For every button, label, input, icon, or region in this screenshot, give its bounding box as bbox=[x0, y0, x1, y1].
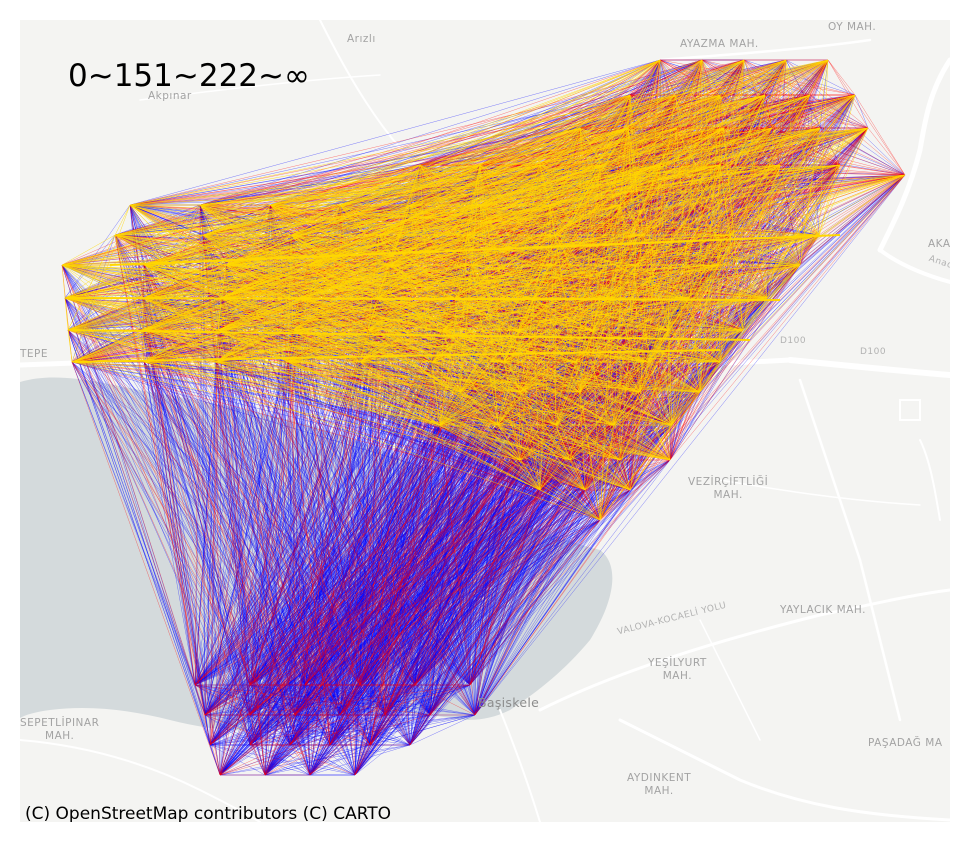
place-label-aydinkent-line1: AYDINKENT bbox=[627, 772, 692, 784]
place-label-yesilyurt-line1: YEŞİLYURT bbox=[648, 657, 707, 669]
place-label-akar: AKAR bbox=[928, 238, 950, 250]
legend-title: 0~151~222~∞ bbox=[68, 58, 310, 94]
place-label-vezirciftligi-line1: VEZİRÇİFTLİĞİ bbox=[688, 476, 769, 488]
od-flow-edges bbox=[61, 59, 906, 776]
place-label-vezirciftligi-line2: MAH. bbox=[713, 489, 743, 501]
water-bay-west bbox=[20, 389, 61, 518]
edge-band bbox=[67, 297, 781, 301]
map-frame[interactable]: Arızlı Akpınar AYAZMA MAH. OY MAH. AKAR … bbox=[20, 20, 950, 822]
edge-band bbox=[71, 329, 751, 341]
place-label-arizli: Arızlı bbox=[347, 33, 376, 45]
place-label-tepe: TEPE bbox=[20, 348, 49, 360]
place-label-yesilyurt: YEŞİLYURT MAH. bbox=[648, 657, 707, 683]
place-label-sepetlipinar-line1: SEPETLİPINAR bbox=[20, 717, 100, 729]
place-label-pasadag: PAŞADAĞ MA bbox=[868, 737, 943, 749]
place-label-ayazma: AYAZMA MAH. bbox=[680, 38, 759, 50]
road-label-d100-east: D100 bbox=[860, 347, 887, 357]
place-label-sepetlipinar: SEPETLİPINAR MAH. bbox=[20, 717, 99, 743]
place-label-aydinkent-line2: MAH. bbox=[644, 785, 674, 797]
edge-band bbox=[109, 234, 841, 266]
place-label-oy: OY MAH. bbox=[828, 21, 877, 33]
map-attribution: (C) OpenStreetMap contributors (C) CARTO bbox=[25, 804, 392, 822]
map-canvas[interactable] bbox=[20, 20, 950, 822]
place-label-aydinkent: AYDINKENT MAH. bbox=[627, 772, 691, 798]
place-label-yesilyurt-line2: MAH. bbox=[662, 670, 693, 682]
road-label-d100-middle: D100 bbox=[780, 336, 807, 346]
edge-band bbox=[74, 349, 721, 363]
place-label-sepetlipinar-line2: MAH. bbox=[45, 730, 75, 742]
place-label-basiskele: Başiskele bbox=[478, 695, 540, 710]
place-label-yaylacik: YAYLACIK MAH. bbox=[780, 604, 866, 616]
place-label-vezirciftligi: VEZİRÇİFTLİĞİ MAH. bbox=[688, 476, 768, 502]
place-label-akpinar: Akpınar bbox=[148, 90, 192, 102]
